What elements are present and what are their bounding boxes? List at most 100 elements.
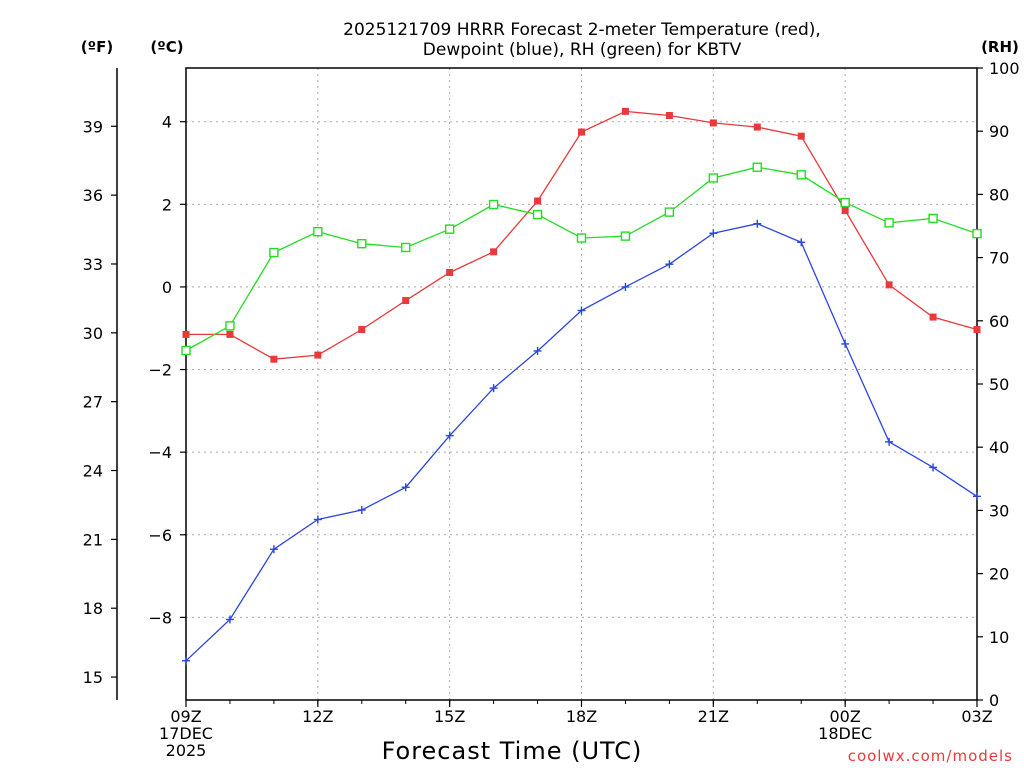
dewpoint-point: [577, 306, 586, 315]
temperature-point: [446, 268, 454, 276]
dewpoint-point: [929, 463, 938, 472]
rh-point: [357, 238, 367, 249]
rh-tick-label: 80: [989, 185, 1009, 204]
c-tick-label: −2: [148, 361, 172, 380]
f-tick-label: 24: [83, 462, 103, 481]
rh-point: [972, 228, 982, 239]
temperature-point: [885, 281, 893, 289]
dewpoint-point: [313, 515, 322, 524]
celsius-unit-label: (ºC): [150, 38, 183, 56]
dewpoint-point: [753, 219, 762, 228]
rh-point: [444, 224, 455, 234]
dewpoint-point: [973, 492, 981, 501]
dewpoint-point: [357, 505, 366, 514]
rh-unit-label: (RH): [981, 38, 1019, 56]
c-tick-label: −4: [148, 443, 172, 462]
rh-point: [796, 170, 806, 180]
rh-tick-label: 70: [989, 249, 1009, 268]
c-tick-label: 2: [162, 195, 172, 214]
x-tick-label: 2025: [166, 741, 207, 760]
rh-tick-label: 40: [989, 438, 1009, 457]
x-tick-label: 12Z: [302, 707, 333, 726]
rh-tick-label: 10: [989, 628, 1009, 647]
rh-point: [884, 218, 894, 228]
chart-title-line1: 2025121709 HRRR Forecast 2-meter Tempera…: [343, 20, 821, 40]
x-tick-label: 21Z: [698, 707, 729, 726]
f-tick-label: 30: [83, 324, 103, 343]
rh-tick-label: 30: [989, 501, 1009, 520]
c-tick-label: −8: [148, 608, 172, 627]
dewpoint-point: [489, 384, 498, 393]
dewpoint-point: [445, 431, 454, 440]
temperature-point: [841, 207, 849, 215]
temperature-point: [797, 132, 805, 140]
temperature-point: [709, 119, 717, 127]
dewpoint-point: [621, 282, 630, 291]
c-tick-label: 4: [162, 113, 172, 132]
x-tick-label: 03Z: [961, 707, 992, 726]
x-tick-label: 18Z: [566, 707, 597, 726]
f-tick-label: 39: [83, 117, 103, 136]
temperature-point: [665, 112, 673, 120]
f-tick-label: 36: [83, 186, 103, 205]
x-tick-label: 17DEC: [159, 724, 213, 743]
temperature-point: [621, 107, 629, 115]
temperature-point: [270, 355, 278, 363]
rh-point: [269, 247, 279, 258]
rh-point: [488, 199, 499, 210]
credit-text: coolwx.com/models: [848, 747, 1013, 765]
rh-tick-label: 20: [989, 565, 1009, 584]
dewpoint-point: [533, 346, 542, 355]
rh-point: [620, 231, 631, 241]
dewpoint-point: [225, 615, 234, 624]
temperature-point: [402, 297, 410, 305]
rh-tick-label: 100: [989, 59, 1020, 78]
dewpoint-point: [797, 238, 806, 247]
temperature-point: [534, 197, 542, 205]
temperature-point: [490, 248, 498, 256]
x-tick-label: 18DEC: [818, 724, 872, 743]
dewpoint-point: [841, 339, 850, 348]
f-tick-label: 21: [83, 530, 103, 549]
rh-point: [664, 207, 675, 217]
f-tick-label: 33: [83, 255, 103, 274]
f-tick-label: 18: [83, 599, 103, 618]
temperature-point: [182, 330, 190, 338]
f-tick-label: 27: [83, 393, 103, 412]
rh-point: [401, 242, 411, 253]
rh-tick-label: 50: [989, 375, 1009, 394]
rh-tick-label: 60: [989, 312, 1009, 331]
rh-point: [225, 321, 235, 331]
x-tick-label: 00Z: [830, 707, 861, 726]
x-tick-label: 09Z: [170, 707, 201, 726]
rh-point: [928, 213, 938, 224]
rh-point: [576, 233, 587, 243]
series-layer: [181, 107, 982, 665]
temperature-point: [753, 123, 761, 131]
dewpoint-point: [269, 545, 278, 554]
rh-point: [181, 345, 191, 356]
dewpoint-point: [665, 260, 674, 269]
temperature-point: [973, 325, 981, 333]
x-axis-label: Forecast Time (UTC): [382, 737, 643, 765]
dewpoint-point: [182, 656, 190, 665]
temperature-point: [226, 330, 234, 338]
c-tick-label: −6: [148, 526, 172, 545]
chart-title-line2: Dewpoint (blue), RH (green) for KBTV: [423, 40, 742, 60]
rh-point: [752, 162, 762, 172]
rh-point: [708, 173, 719, 183]
x-tick-label: 15Z: [434, 707, 465, 726]
temperature-point: [578, 128, 585, 136]
f-tick-label: 15: [83, 668, 103, 687]
rh-point: [313, 226, 323, 237]
temperature-point: [929, 313, 937, 321]
rh-point: [532, 209, 543, 220]
rh-point: [840, 197, 850, 208]
temperature-point: [358, 325, 366, 333]
dewpoint-point: [401, 483, 410, 492]
dewpoint-point: [709, 229, 718, 238]
rh-tick-label: 0: [989, 691, 999, 710]
